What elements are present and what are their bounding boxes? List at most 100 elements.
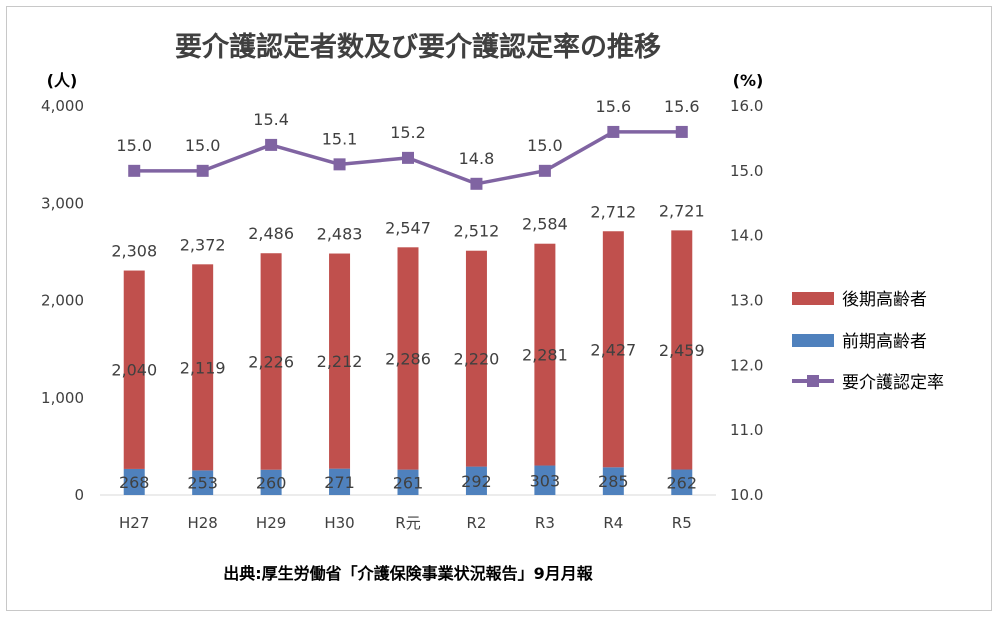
bar-late-elderly [534,243,556,466]
bar-total-label: 2,712 [590,202,636,221]
rate-marker [402,151,414,164]
x-tick-label: H30 [324,514,354,532]
x-tick-label: R2 [466,514,486,532]
bar-early-elderly [671,469,693,495]
bar-early-elderly [192,470,214,495]
x-tick-label: R4 [603,514,623,532]
bar-total-label: 2,486 [248,224,294,243]
rate-marker [196,164,209,177]
legend-marker [807,375,819,387]
bar-late-label: 2,040 [111,361,157,380]
bar-early-label: 253 [187,474,218,493]
rate-label: 14.8 [459,149,495,168]
y-left-tick-label: 0 [74,486,84,504]
rate-marker [265,138,278,151]
y-right-tick-label: 12.0 [730,356,763,374]
bar-total-label: 2,512 [454,222,500,241]
bar-total-label: 2,483 [317,225,363,244]
x-tick-label: R元 [395,514,420,532]
y-right-tick-label: 11.0 [730,421,763,439]
bar-late-elderly [465,250,487,467]
bar-total-label: 2,372 [180,235,226,254]
y-left-tick-label: 1,000 [41,389,84,407]
y-left-tick-label: 3,000 [41,194,84,212]
x-tick-label: R5 [672,514,692,532]
legend-swatch [792,334,834,347]
bar-late-elderly [192,264,214,471]
bar-total-label: 2,721 [659,201,705,220]
bar-series [123,230,693,495]
y-right-tick-label: 16.0 [730,97,763,115]
rate-label: 15.0 [116,136,152,155]
bar-early-elderly [534,465,556,495]
y-right-tick-label: 13.0 [730,292,763,310]
x-tick-label: R3 [535,514,555,532]
source-note: 出典:厚生労働省「介護保険事業状況報告」9月月報 [223,564,594,583]
bar-early-elderly [602,467,624,495]
bar-late-label: 2,226 [248,352,294,371]
rate-label: 15.1 [322,129,358,148]
legend-swatch [792,292,834,305]
rate-marker [607,125,620,138]
bar-late-label: 2,427 [590,340,636,359]
bar-early-label: 303 [530,471,561,490]
y-left-unit: (人) [47,71,78,90]
rate-label: 15.0 [527,136,563,155]
x-tick-label: H29 [256,514,286,532]
bar-early-label: 285 [598,472,629,491]
bar-total-label: 2,547 [385,218,431,237]
bar-early-elderly [123,468,145,495]
bar-late-label: 2,212 [317,352,363,371]
bar-labels: 268 2,040 2,308 253 2,119 2,372 260 2,226 2,486 2… [111,201,704,492]
legend-label: 後期高齢者 [842,290,927,310]
rate-label: 15.4 [253,110,289,129]
y-right-tick-label: 14.0 [730,227,763,245]
bar-late-elderly [123,270,145,469]
chart-title: 要介護認定者数及び要介護認定率の推移 [175,31,661,63]
bar-early-label: 292 [461,472,492,491]
bar-late-elderly [260,253,282,470]
bar-early-elderly [260,469,282,495]
y-right-tick-label: 15.0 [730,162,763,180]
y-right-tick-label: 10.0 [730,486,763,504]
bar-early-elderly [329,468,351,495]
bar-late-label: 2,286 [385,349,431,368]
bar-late-elderly [671,230,693,470]
y-right-unit: (%) [733,71,764,90]
rate-label: 15.2 [390,123,426,142]
bar-early-label: 268 [119,473,150,492]
bar-late-elderly [329,253,351,469]
rate-marker [470,177,483,190]
bar-early-label: 271 [324,473,355,492]
rate-line-series: 15.0 15.0 15.4 15.1 15.2 14.8 15.0 15.6 15.6 [116,97,700,190]
bar-early-label: 261 [393,473,424,492]
bar-early-label: 262 [667,473,698,492]
bar-late-elderly [602,231,624,468]
x-axis: H27 H28 H29 H30 R元 R2 R3 R4 R5 [119,514,692,532]
bar-late-label: 2,119 [180,358,226,377]
rate-marker [538,164,551,177]
y-left-tick-label: 2,000 [41,292,84,310]
rate-label: 15.6 [596,97,632,116]
bar-total-label: 2,308 [111,242,157,261]
x-tick-label: H28 [187,514,217,532]
bar-late-label: 2,220 [454,350,500,369]
bar-late-label: 2,459 [659,341,705,360]
bar-early-label: 260 [256,473,287,492]
y-left-axis: 0 1,000 2,000 3,000 4,000 [41,97,84,504]
rate-label: 15.6 [664,97,700,116]
rate-marker [128,164,141,177]
rate-marker [333,158,346,171]
legend-label: 要介護認定率 [842,373,944,393]
x-tick-label: H27 [119,514,149,532]
rate-label: 15.0 [185,136,221,155]
bar-early-elderly [397,469,419,495]
legend-label: 前期高齢者 [842,332,927,352]
bar-early-elderly [465,466,487,495]
rate-marker [675,125,688,138]
bar-late-elderly [397,247,419,470]
chart-frame [6,6,992,611]
bar-late-label: 2,281 [522,346,568,365]
